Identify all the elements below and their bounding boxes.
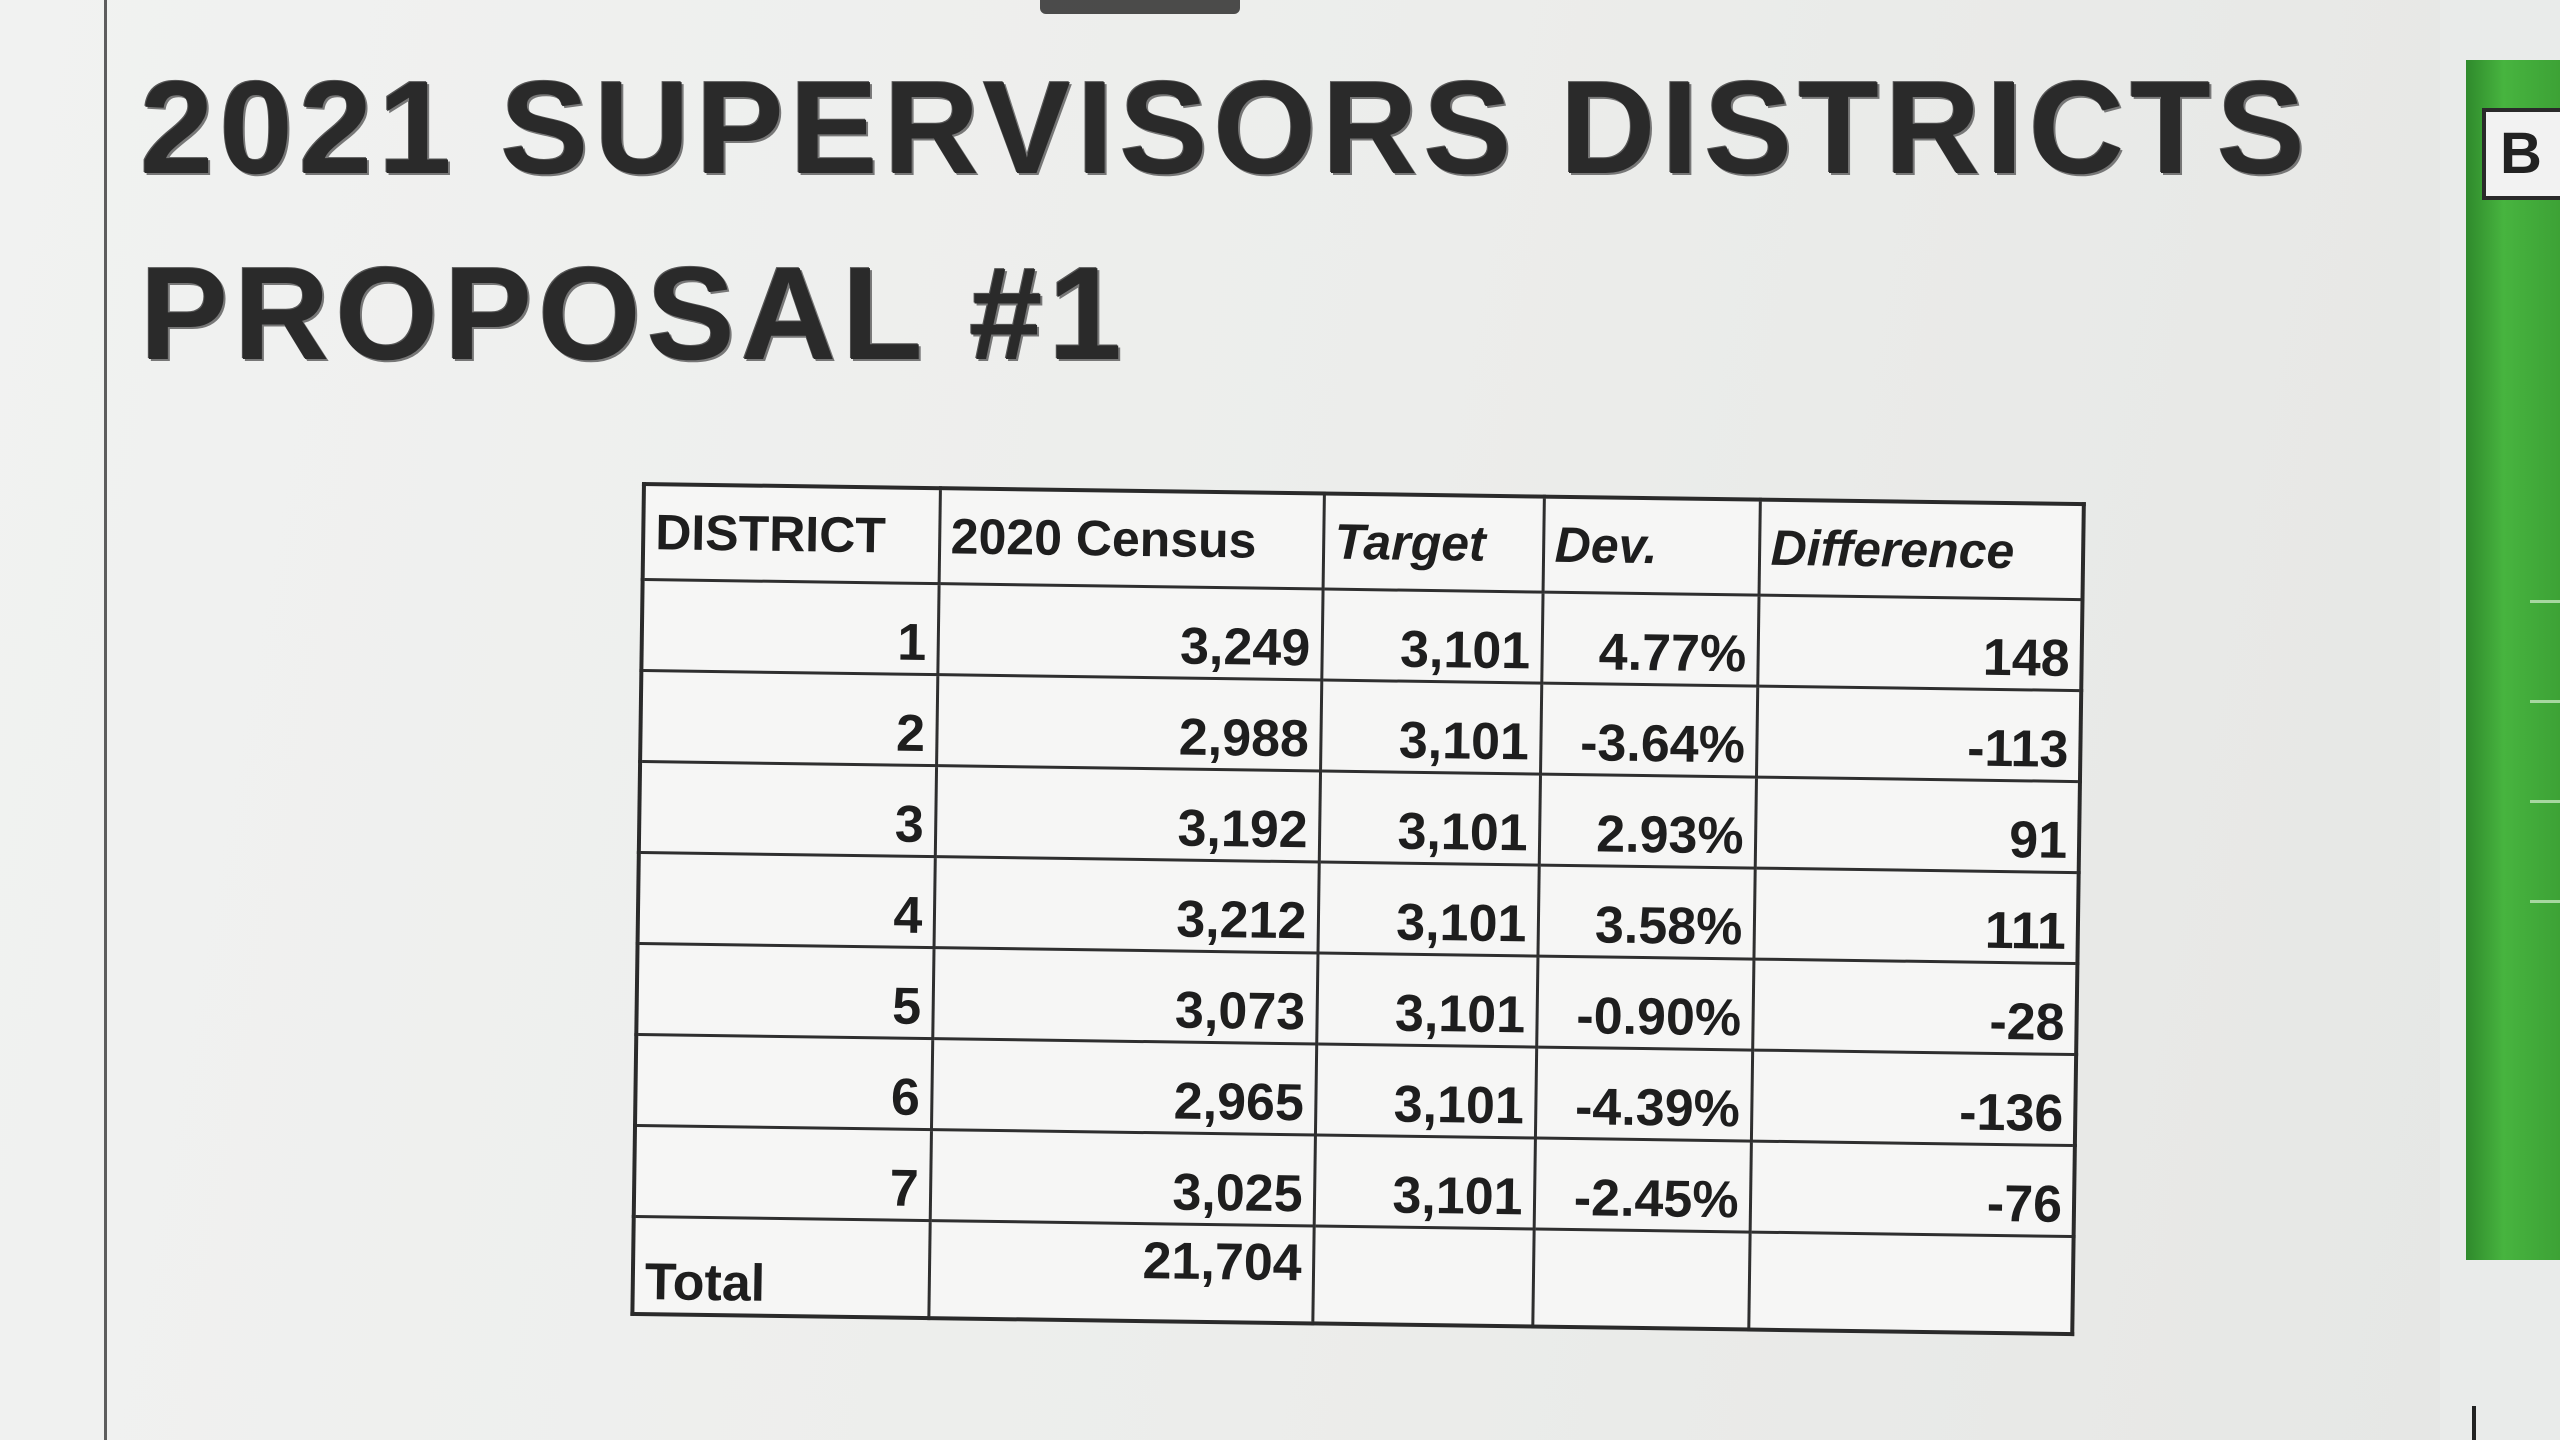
difference-cell: -136 xyxy=(1750,1050,2077,1146)
total-difference-cell xyxy=(1748,1232,2074,1335)
cropped-heading-fragment xyxy=(1040,0,1240,14)
district-cell: 6 xyxy=(635,1034,933,1130)
difference-cell: -28 xyxy=(1752,959,2078,1055)
title-line-1: 2021 SUPERVISORS DISTRICTS xyxy=(140,54,2311,201)
district-cell: 2 xyxy=(640,670,938,766)
district-cell: 7 xyxy=(633,1125,931,1221)
census-cell: 2,988 xyxy=(936,674,1322,771)
target-cell: 3,101 xyxy=(1321,589,1543,684)
district-cell: 1 xyxy=(641,579,939,675)
target-cell: 3,101 xyxy=(1313,1134,1535,1230)
district-cell: 4 xyxy=(637,852,935,948)
difference-cell: 91 xyxy=(1754,777,2080,873)
census-cell: 3,025 xyxy=(929,1129,1315,1226)
adjacent-poster-label: B xyxy=(2482,108,2560,200)
dev-cell: -4.39% xyxy=(1534,1047,1753,1142)
column-header-census: 2020 Census xyxy=(938,488,1324,590)
dev-cell: -0.90% xyxy=(1536,956,1754,1051)
poster-tick-mark xyxy=(2530,600,2560,603)
adjacent-green-poster xyxy=(2466,60,2560,1260)
total-census-cell: 21,704 xyxy=(928,1220,1314,1324)
poster-tick-mark xyxy=(2530,900,2560,903)
census-cell: 3,249 xyxy=(937,583,1323,681)
target-cell: 3,101 xyxy=(1316,952,1538,1048)
poster-tick-mark xyxy=(2530,800,2560,803)
column-header-difference: Difference xyxy=(1758,499,2084,600)
target-cell: 3,101 xyxy=(1318,770,1541,866)
poster-tick-mark xyxy=(2530,700,2560,703)
dev-cell: 4.77% xyxy=(1541,592,1759,687)
target-cell: 3,101 xyxy=(1317,861,1539,957)
dev-cell: -2.45% xyxy=(1533,1138,1751,1233)
census-cell: 3,073 xyxy=(932,947,1318,1044)
district-cell: 3 xyxy=(638,761,937,857)
page-border-line xyxy=(104,0,107,1440)
target-cell: 3,101 xyxy=(1320,680,1542,775)
total-target-cell xyxy=(1312,1225,1534,1327)
census-cell: 3,212 xyxy=(933,856,1319,953)
difference-cell: 148 xyxy=(1757,595,2083,691)
district-table-container: DISTRICT 2020 Census Target Dev. Differe… xyxy=(630,482,2086,1337)
dev-cell: 2.93% xyxy=(1538,774,1756,869)
dev-cell: 3.58% xyxy=(1537,865,1755,960)
census-cell: 2,965 xyxy=(930,1038,1317,1135)
difference-cell: -76 xyxy=(1749,1141,2075,1237)
census-cell: 3,192 xyxy=(934,765,1321,862)
title-line-2: PROPOSAL #1 xyxy=(140,240,1128,387)
table-total-row: Total 21,704 xyxy=(632,1216,2074,1335)
total-dev-cell xyxy=(1532,1229,1750,1330)
column-header-target: Target xyxy=(1322,493,1544,593)
dev-cell: -3.64% xyxy=(1540,683,1758,778)
district-table: DISTRICT 2020 Census Target Dev. Differe… xyxy=(630,482,2086,1337)
district-cell: 5 xyxy=(636,943,934,1039)
column-header-district: DISTRICT xyxy=(642,484,940,584)
difference-cell: -113 xyxy=(1755,686,2082,782)
target-cell: 3,101 xyxy=(1314,1043,1537,1139)
column-header-dev: Dev. xyxy=(1542,496,1760,596)
total-label-cell: Total xyxy=(632,1216,930,1319)
poster-edge-mark xyxy=(2472,1406,2476,1440)
difference-cell: 111 xyxy=(1753,868,2079,964)
